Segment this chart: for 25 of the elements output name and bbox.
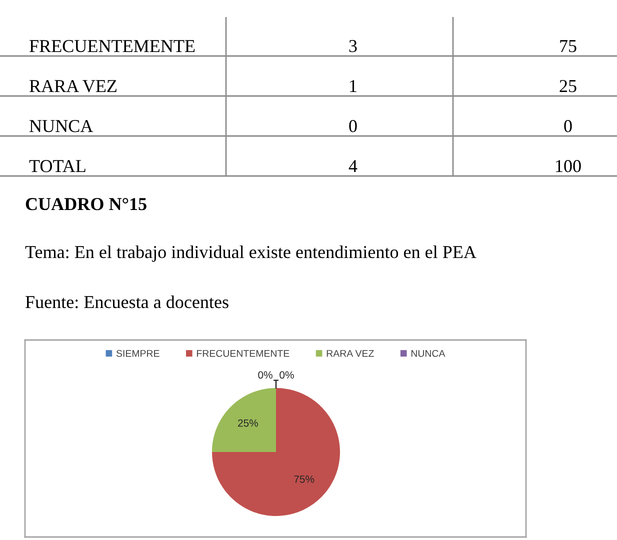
text: FRECUENTEMENTE [30, 40, 195, 52]
source-note: Fuente: Encuesta a docentes [26, 295, 228, 308]
text: 25 [560, 80, 576, 92]
legend-label: SIEMPRE [116, 350, 160, 357]
pie-slice [212, 388, 340, 516]
text: 0% [258, 371, 272, 379]
text: RARA VEZ [30, 80, 116, 92]
text: 0 [564, 120, 572, 132]
text: NUNCA [30, 120, 94, 132]
text: 1 [350, 80, 356, 92]
text: 3 [349, 40, 357, 52]
text: TOTAL [29, 160, 86, 172]
legend-label: RARA VEZ [326, 350, 374, 357]
legend-label: NUNCA [411, 350, 446, 357]
legend-label: FRECUENTEMENTE [197, 350, 290, 357]
text: 75 [560, 40, 576, 52]
text: 0 [349, 120, 357, 132]
text: 0% [280, 371, 294, 379]
data-label: 75% [294, 476, 314, 483]
pie-slice [212, 388, 276, 452]
text: 4 [348, 160, 358, 172]
text: 100 [556, 160, 581, 172]
chart-subtitle: Tema: En el trabajo individual existe entendimiento en el PEA [25, 245, 476, 262]
data-label: 25% [238, 419, 258, 427]
chart-title: CUADRO N°15 [26, 198, 146, 210]
